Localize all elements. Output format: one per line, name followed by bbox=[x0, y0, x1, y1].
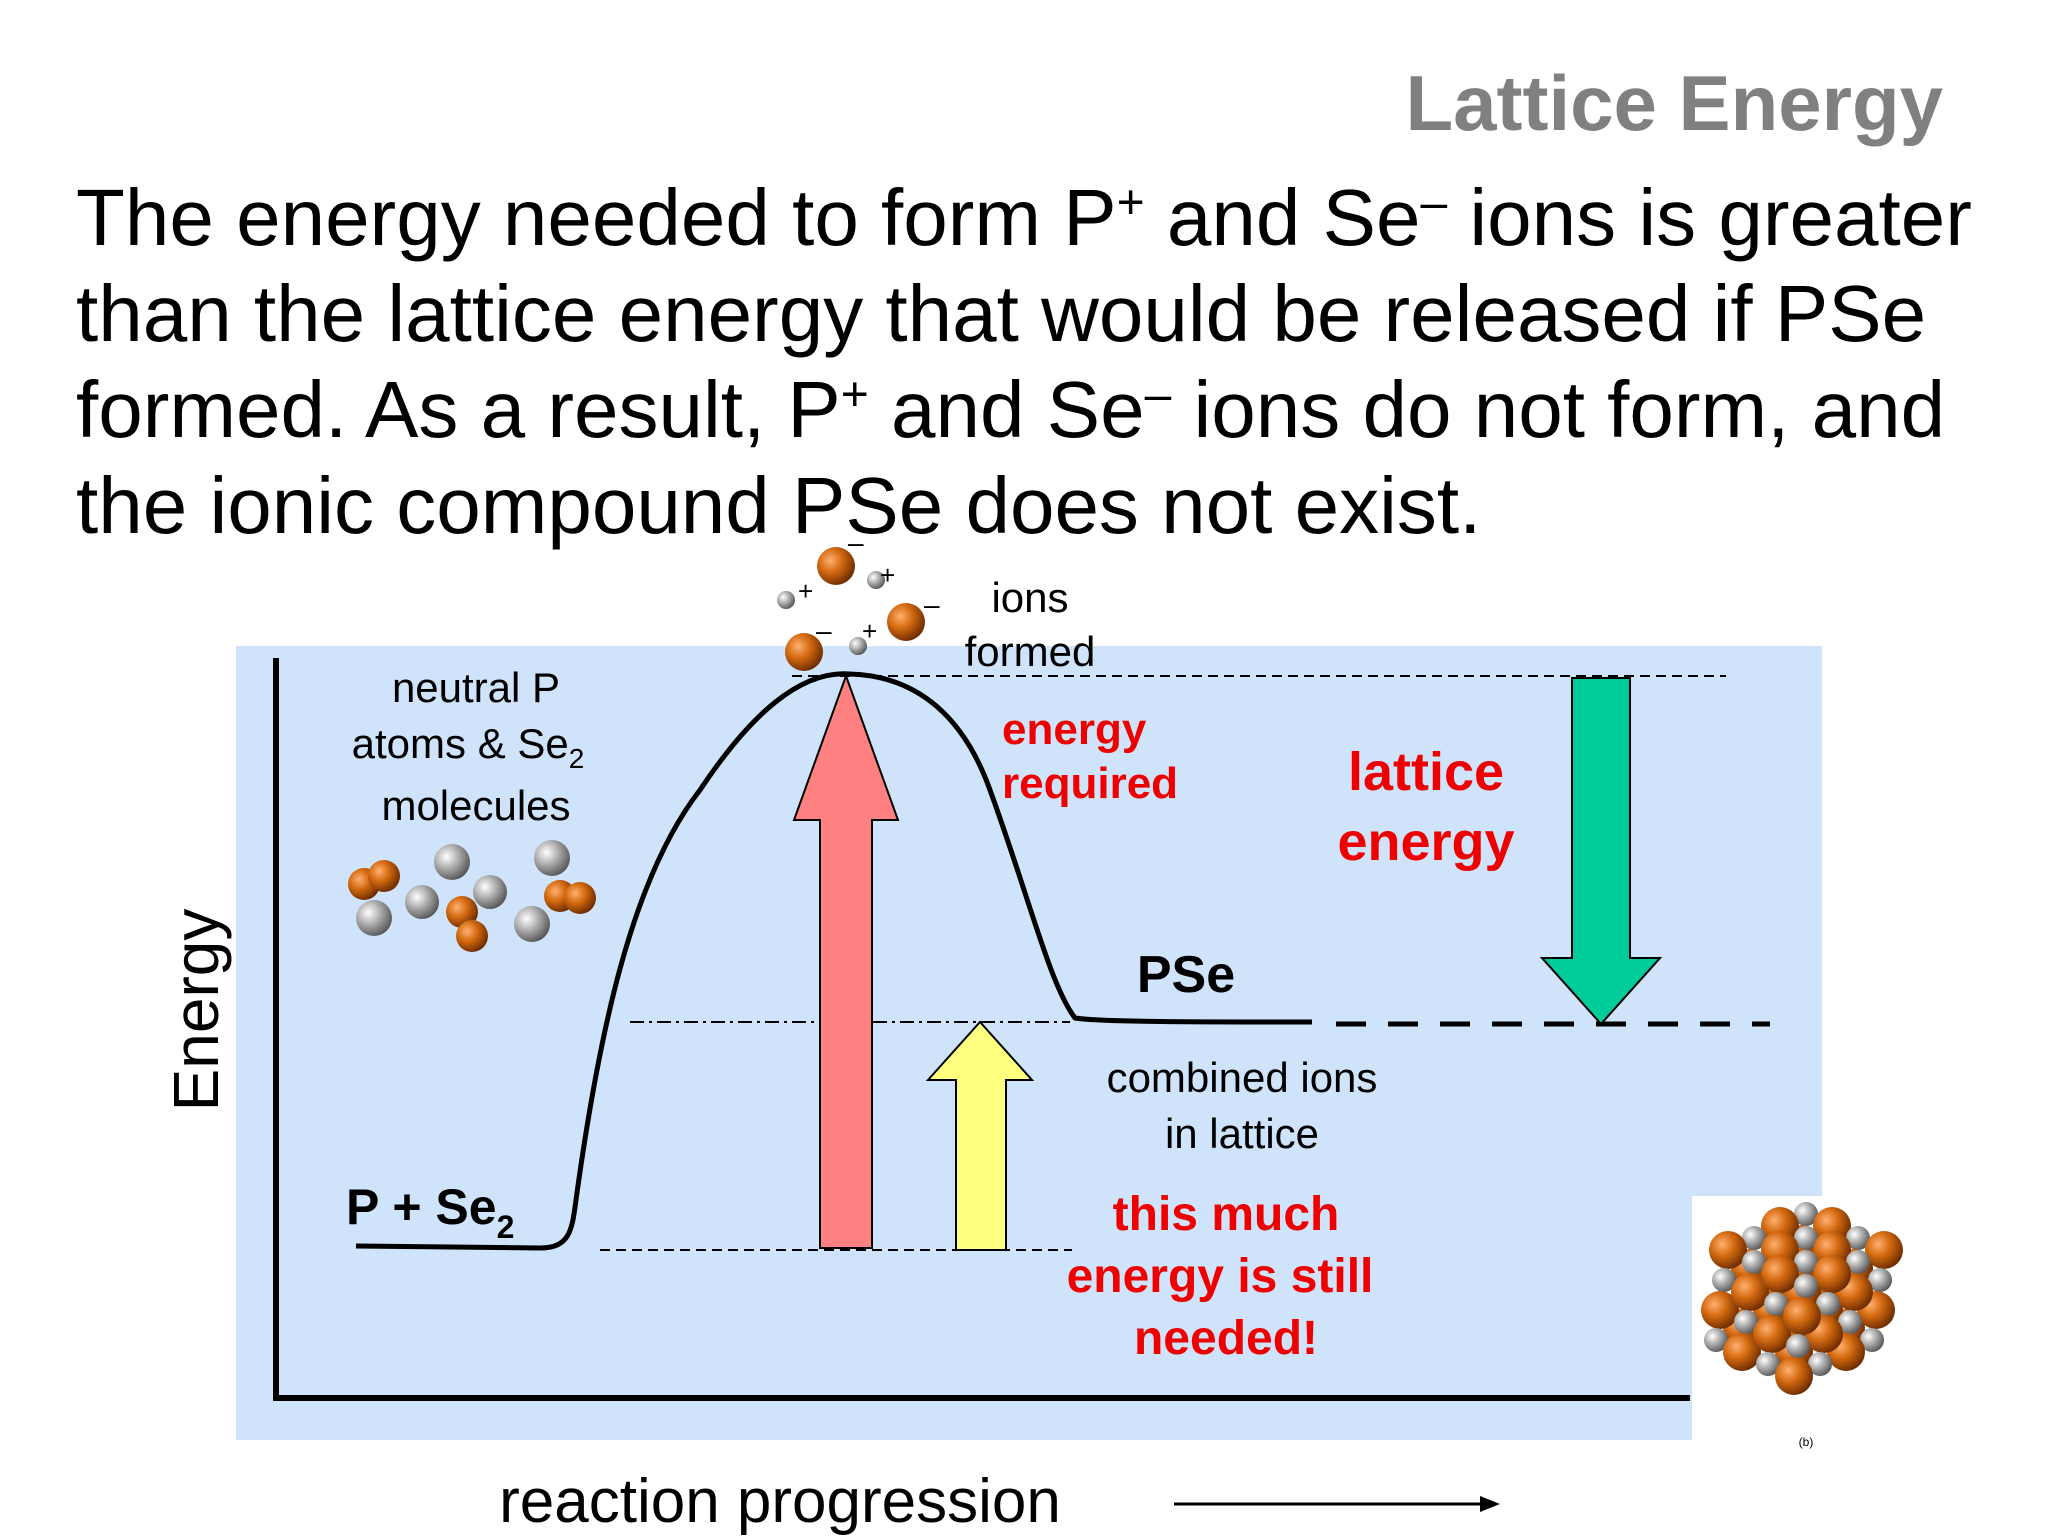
lattice-cation-sphere bbox=[1846, 1250, 1870, 1274]
lattice-anion-sphere bbox=[1753, 1315, 1791, 1353]
lattice-cation-sphere bbox=[1794, 1250, 1818, 1274]
ion-charge-3: + bbox=[880, 560, 895, 590]
lattice-cation-sphere bbox=[1786, 1334, 1810, 1358]
lattice-energy-line2: energy bbox=[1337, 812, 1514, 872]
ions-cluster bbox=[777, 547, 925, 671]
lattice-anion-sphere bbox=[1865, 1231, 1903, 1269]
still-needed-line1: this much bbox=[1113, 1188, 1340, 1241]
lattice-cation-sphere bbox=[1846, 1226, 1870, 1250]
still-needed-line3: needed! bbox=[1134, 1312, 1318, 1365]
lattice-cation-sphere bbox=[1742, 1226, 1766, 1250]
lattice-energy-line1: lattice bbox=[1348, 742, 1504, 802]
product-label: PSe bbox=[1137, 946, 1235, 1004]
explanation-paragraph: The energy needed to form P+ and Se– ion… bbox=[76, 170, 2006, 554]
neutral-molecules-cluster bbox=[348, 840, 596, 952]
ion-charge-5: – bbox=[816, 615, 832, 646]
energy-still-needed-arrow bbox=[925, 1020, 1035, 1251]
lattice-caption: (b) bbox=[1799, 1435, 1814, 1449]
lattice-cation-sphere bbox=[1794, 1226, 1818, 1250]
lattice-anion-sphere bbox=[1813, 1255, 1851, 1293]
ions-formed-line2: formed bbox=[965, 628, 1096, 675]
progression-arrow-head bbox=[1480, 1496, 1500, 1512]
ion-charge-6: + bbox=[862, 616, 877, 646]
energy-required-line1: energy bbox=[1002, 705, 1147, 754]
lattice-cation-sphere bbox=[1764, 1292, 1788, 1316]
neutral-label-line3: molecules bbox=[381, 782, 570, 829]
combined-label-line1: combined ions bbox=[1107, 1054, 1378, 1101]
lattice-cation-sphere bbox=[1868, 1268, 1892, 1292]
neutral-label-line1: neutral P bbox=[392, 664, 560, 711]
lattice-cation-sphere bbox=[1794, 1202, 1818, 1226]
slide-title: Lattice Energy bbox=[1405, 59, 1943, 147]
paragraph-line-3: formed. As a result, P+ and Se– ions do … bbox=[76, 365, 1946, 454]
energy-curve bbox=[355, 671, 1313, 1251]
combined-label-line2: in lattice bbox=[1165, 1110, 1319, 1157]
x-axis-label: reaction progression bbox=[499, 1467, 1061, 1536]
ion-charge-1: + bbox=[798, 576, 813, 606]
lattice-cation-sphere bbox=[1734, 1310, 1758, 1334]
diagram-background bbox=[236, 646, 1822, 1440]
ion-charge-2: – bbox=[848, 527, 864, 558]
paragraph-line-2: than the lattice energy that would be re… bbox=[76, 269, 1927, 358]
lattice-cation-sphere bbox=[1816, 1292, 1840, 1316]
lattice-cation-sphere bbox=[1838, 1310, 1862, 1334]
y-axis-label: Energy bbox=[160, 909, 232, 1112]
lattice-anion-sphere bbox=[1709, 1231, 1747, 1269]
lattice-cation-sphere bbox=[1704, 1328, 1728, 1352]
reactants-label: P + Se2 bbox=[346, 1179, 514, 1245]
paragraph-line-1: The energy needed to form P+ and Se– ion… bbox=[76, 173, 1972, 262]
lattice-cation-sphere bbox=[1860, 1328, 1884, 1352]
energy-required-arrow bbox=[792, 673, 900, 1249]
lattice-anion-sphere bbox=[1701, 1291, 1739, 1329]
lattice-anion-sphere bbox=[1723, 1333, 1761, 1371]
neutral-label-line2: atoms & Se2 bbox=[352, 720, 585, 774]
lattice-anion-sphere bbox=[1783, 1297, 1821, 1335]
lattice-anion-sphere bbox=[1761, 1255, 1799, 1293]
ion-charge-4: – bbox=[924, 589, 940, 620]
lattice-cation-sphere bbox=[1712, 1268, 1736, 1292]
paragraph-line-4: the ionic compound PSe does not exist. bbox=[76, 461, 1482, 550]
lattice-cation-sphere bbox=[1808, 1352, 1832, 1376]
still-needed-line2: energy is still bbox=[1067, 1250, 1374, 1303]
lattice-anion-sphere bbox=[1775, 1357, 1813, 1395]
lattice-crystal-image bbox=[1701, 1202, 1903, 1395]
lattice-cation-sphere bbox=[1742, 1250, 1766, 1274]
ions-formed-line1: ions bbox=[991, 574, 1068, 621]
energy-required-line2: required bbox=[1002, 759, 1178, 808]
lattice-energy-arrow bbox=[1539, 677, 1663, 1026]
lattice-cation-sphere bbox=[1794, 1274, 1818, 1298]
lattice-cation-sphere bbox=[1756, 1352, 1780, 1376]
lattice-anion-sphere bbox=[1731, 1273, 1769, 1311]
